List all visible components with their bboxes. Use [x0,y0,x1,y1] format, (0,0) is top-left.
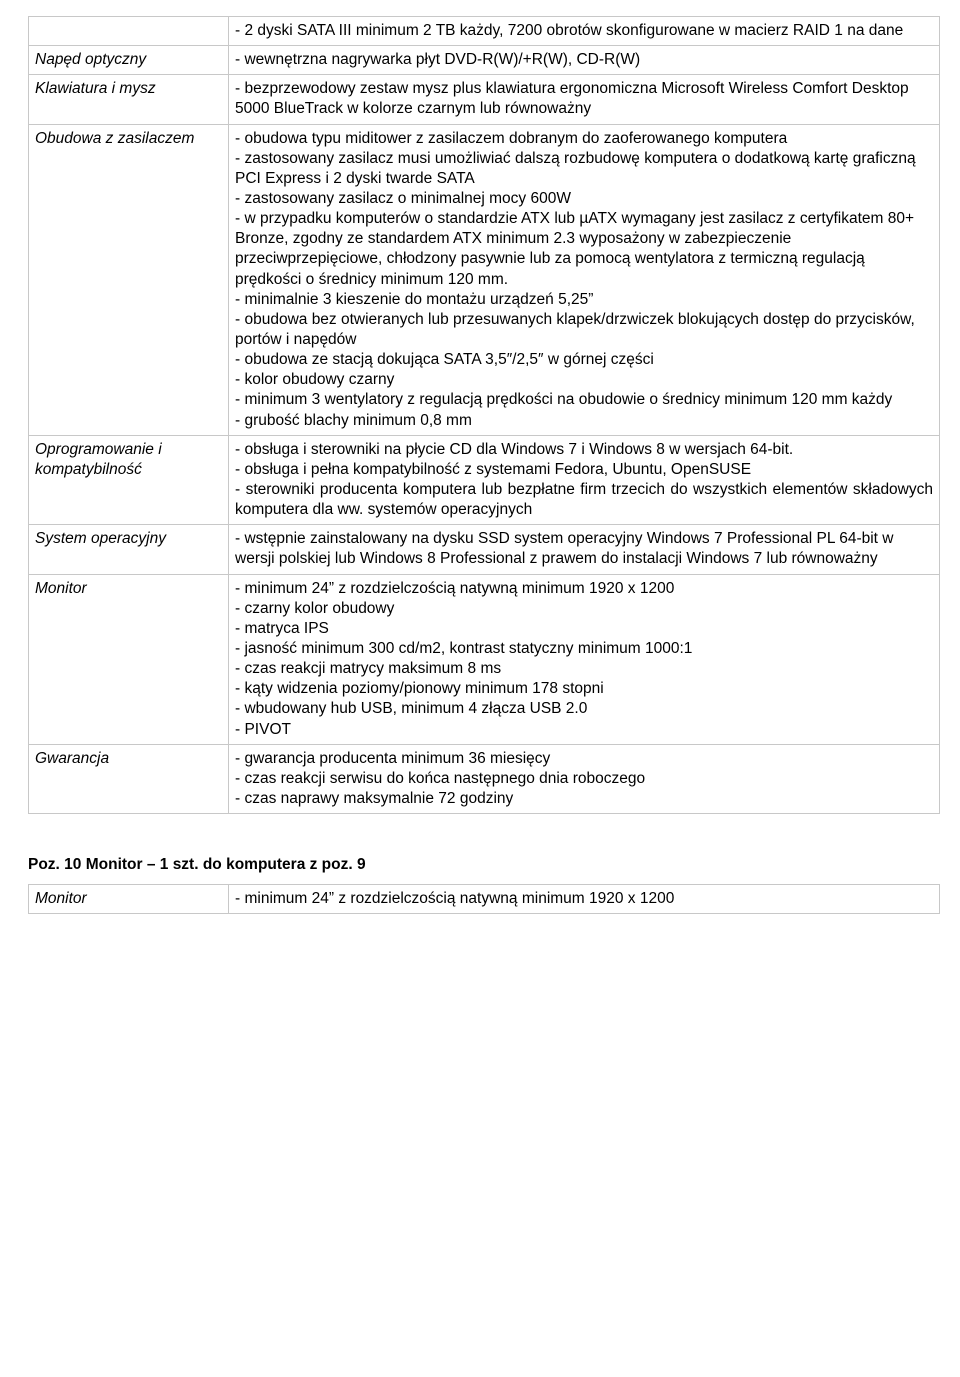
table-row: Monitor- minimum 24” z rozdzielczością n… [29,574,940,744]
table-row: Monitor- minimum 24” z rozdzielczością n… [29,885,940,914]
spec-label: System operacyjny [29,525,229,574]
spec-label: Obudowa z zasilaczem [29,124,229,435]
spec-label: Monitor [29,574,229,744]
spec-value: - minimum 24” z rozdzielczością natywną … [229,885,940,914]
spec-label: Oprogramowanie i kompatybilność [29,435,229,525]
spec-table-1-body: - 2 dyski SATA III minimum 2 TB każdy, 7… [29,17,940,814]
spec-label [29,17,229,46]
spec-value: - 2 dyski SATA III minimum 2 TB każdy, 7… [229,17,940,46]
spec-table-2: Monitor- minimum 24” z rozdzielczością n… [28,884,940,914]
spec-value: - minimum 24” z rozdzielczością natywną … [229,574,940,744]
table-row: - 2 dyski SATA III minimum 2 TB każdy, 7… [29,17,940,46]
table-row: Napęd optyczny- wewnętrzna nagrywarka pł… [29,46,940,75]
table-row: Oprogramowanie i kompatybilność- obsługa… [29,435,940,525]
spec-label: Klawiatura i mysz [29,75,229,124]
spec-table-1: - 2 dyski SATA III minimum 2 TB każdy, 7… [28,16,940,814]
spec-label: Napęd optyczny [29,46,229,75]
spec-value: - bezprzewodowy zestaw mysz plus klawiat… [229,75,940,124]
spec-value: - wstępnie zainstalowany na dysku SSD sy… [229,525,940,574]
spec-value: - obudowa typu miditower z zasilaczem do… [229,124,940,435]
spec-value: - gwarancja producenta minimum 36 miesię… [229,744,940,813]
table-row: Klawiatura i mysz- bezprzewodowy zestaw … [29,75,940,124]
spec-value: - obsługa i sterowniki na płycie CD dla … [229,435,940,525]
spec-table-2-body: Monitor- minimum 24” z rozdzielczością n… [29,885,940,914]
spec-label: Monitor [29,885,229,914]
spec-label: Gwarancja [29,744,229,813]
section-title-poz-10: Poz. 10 Monitor – 1 szt. do komputera z … [28,856,940,874]
table-row: Gwarancja- gwarancja producenta minimum … [29,744,940,813]
table-row: System operacyjny- wstępnie zainstalowan… [29,525,940,574]
table-row: Obudowa z zasilaczem- obudowa typu midit… [29,124,940,435]
spec-value: - wewnętrzna nagrywarka płyt DVD-R(W)/+R… [229,46,940,75]
